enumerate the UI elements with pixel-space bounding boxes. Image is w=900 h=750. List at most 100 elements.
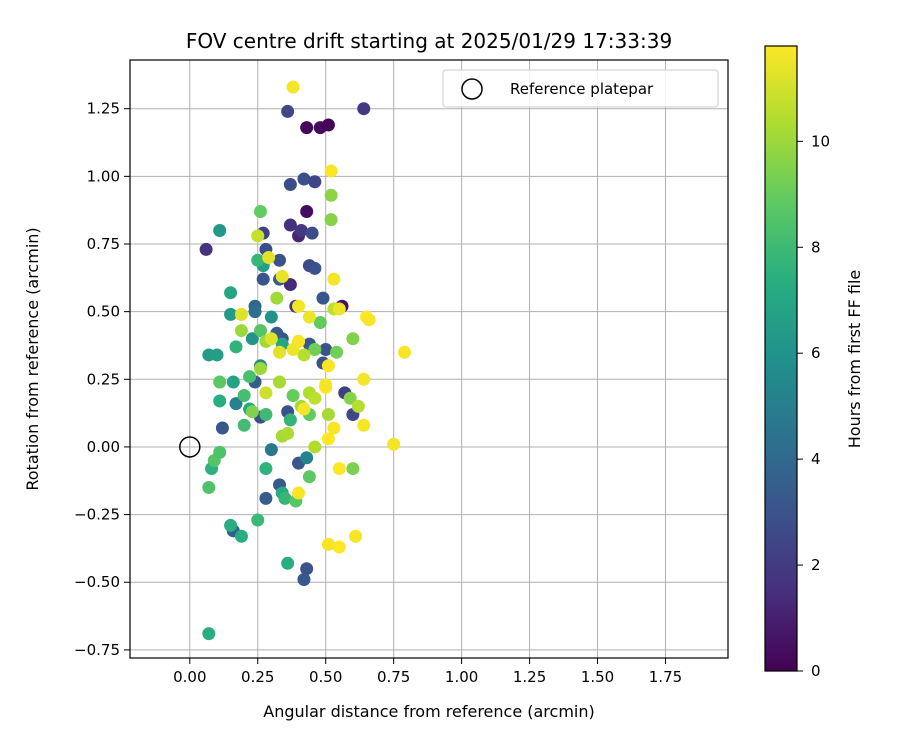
colorbar-tick-label: 4 <box>811 450 821 468</box>
data-point <box>321 118 335 132</box>
data-point <box>308 343 322 357</box>
y-tick-label: −0.25 <box>74 506 120 524</box>
y-tick-label: 1.25 <box>87 100 120 118</box>
x-tick-label: 0.50 <box>309 668 342 686</box>
data-point <box>332 462 346 476</box>
data-point <box>281 556 295 570</box>
y-axis-ticks: −0.75 −0.50 −0.25 0.00 0.25 0.50 0.75 1.00 1.25 <box>74 100 130 659</box>
data-point <box>300 451 314 465</box>
data-point <box>300 121 314 135</box>
colorbar-ticks: 0 2 4 6 8 10 <box>797 132 830 680</box>
data-point <box>245 332 259 346</box>
x-tick-label: 0.25 <box>241 668 274 686</box>
data-point <box>253 324 267 338</box>
x-tick-label: 1.50 <box>581 668 614 686</box>
data-point <box>251 229 265 243</box>
data-point <box>281 426 295 440</box>
data-point <box>224 286 238 300</box>
data-point <box>251 513 265 527</box>
data-point <box>308 261 322 275</box>
data-point <box>343 391 357 405</box>
data-point <box>213 445 227 459</box>
data-point <box>248 305 262 319</box>
data-point <box>357 372 371 386</box>
colorbar-tick-label: 10 <box>811 132 830 150</box>
data-point <box>324 188 338 202</box>
y-tick-label: 0.50 <box>87 303 120 321</box>
data-point <box>210 348 224 362</box>
x-tick-label: 0.00 <box>173 668 206 686</box>
data-point <box>259 407 273 421</box>
data-point <box>237 418 251 432</box>
data-point <box>273 375 286 389</box>
data-point <box>237 389 251 403</box>
data-point <box>202 481 216 495</box>
y-tick-label: 0.75 <box>87 235 120 253</box>
y-axis-label: Rotation from reference (arcmin) <box>23 227 42 490</box>
y-tick-label: 0.00 <box>87 438 120 456</box>
y-tick-label: 0.25 <box>87 370 120 388</box>
data-point <box>305 226 319 240</box>
data-point <box>330 345 344 359</box>
data-point <box>302 470 316 484</box>
data-point <box>308 440 322 454</box>
data-point <box>346 462 360 476</box>
chart-title: FOV centre drift starting at 2025/01/29 … <box>186 29 672 53</box>
data-point <box>253 361 267 375</box>
data-point <box>294 223 308 237</box>
colorbar-label: Hours from first FF file <box>845 270 864 449</box>
x-tick-label: 0.75 <box>377 668 410 686</box>
data-point <box>300 562 314 576</box>
legend-label: Reference platepar <box>510 80 654 98</box>
data-point <box>224 518 238 532</box>
legend-marker-icon <box>461 78 483 100</box>
data-point <box>234 307 248 321</box>
data-point <box>286 80 300 94</box>
data-point <box>264 443 278 457</box>
data-point <box>262 251 276 265</box>
data-point <box>199 242 213 256</box>
data-point <box>213 375 227 389</box>
y-tick-label: −0.50 <box>74 573 120 591</box>
colorbar-tick-label: 6 <box>811 344 821 362</box>
data-point <box>297 402 311 416</box>
data-point <box>292 486 306 500</box>
x-axis-ticks: 0.00 0.25 0.50 0.75 1.00 1.25 1.50 1.75 <box>173 658 682 686</box>
data-point <box>292 299 306 313</box>
data-point <box>283 177 297 191</box>
colorbar-gradient <box>764 45 798 672</box>
y-tick-label: 1.00 <box>87 167 120 185</box>
colorbar-tick-label: 0 <box>811 662 821 680</box>
data-point <box>297 573 311 587</box>
legend: Reference platepar <box>442 69 719 108</box>
data-point <box>398 345 412 359</box>
legend-box <box>442 69 719 108</box>
data-point <box>349 529 363 543</box>
data-point <box>332 540 346 554</box>
data-point <box>308 175 322 189</box>
data-points <box>199 80 412 641</box>
data-point <box>327 272 341 286</box>
data-point <box>259 462 273 476</box>
data-point <box>259 491 273 505</box>
data-point <box>270 291 284 305</box>
data-point <box>273 253 286 267</box>
data-point <box>213 223 227 237</box>
reference-point <box>179 436 201 458</box>
data-point <box>226 375 240 389</box>
data-point <box>281 104 295 118</box>
grid-lines <box>130 60 728 658</box>
data-point <box>316 291 330 305</box>
data-point <box>286 389 300 403</box>
data-point <box>313 315 327 329</box>
data-point <box>256 272 270 286</box>
data-point <box>297 348 311 362</box>
data-point <box>327 421 341 435</box>
data-point <box>300 205 314 219</box>
data-point <box>275 269 289 283</box>
y-tick-label: −0.75 <box>74 641 120 659</box>
data-point <box>245 405 259 419</box>
data-point <box>229 397 243 411</box>
data-point <box>321 537 335 551</box>
